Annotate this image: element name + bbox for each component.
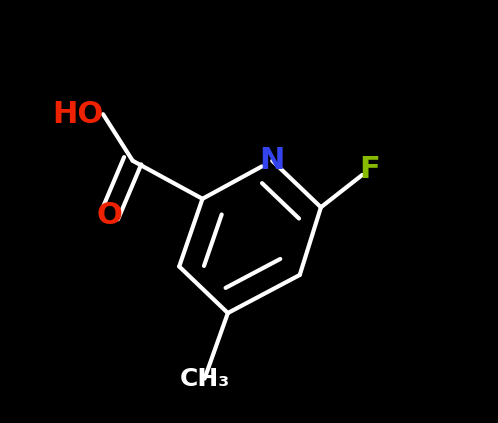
Text: N: N [259,146,285,175]
Text: HO: HO [52,100,103,129]
Text: O: O [97,201,123,230]
Text: F: F [359,155,380,184]
Text: CH₃: CH₃ [179,367,230,390]
